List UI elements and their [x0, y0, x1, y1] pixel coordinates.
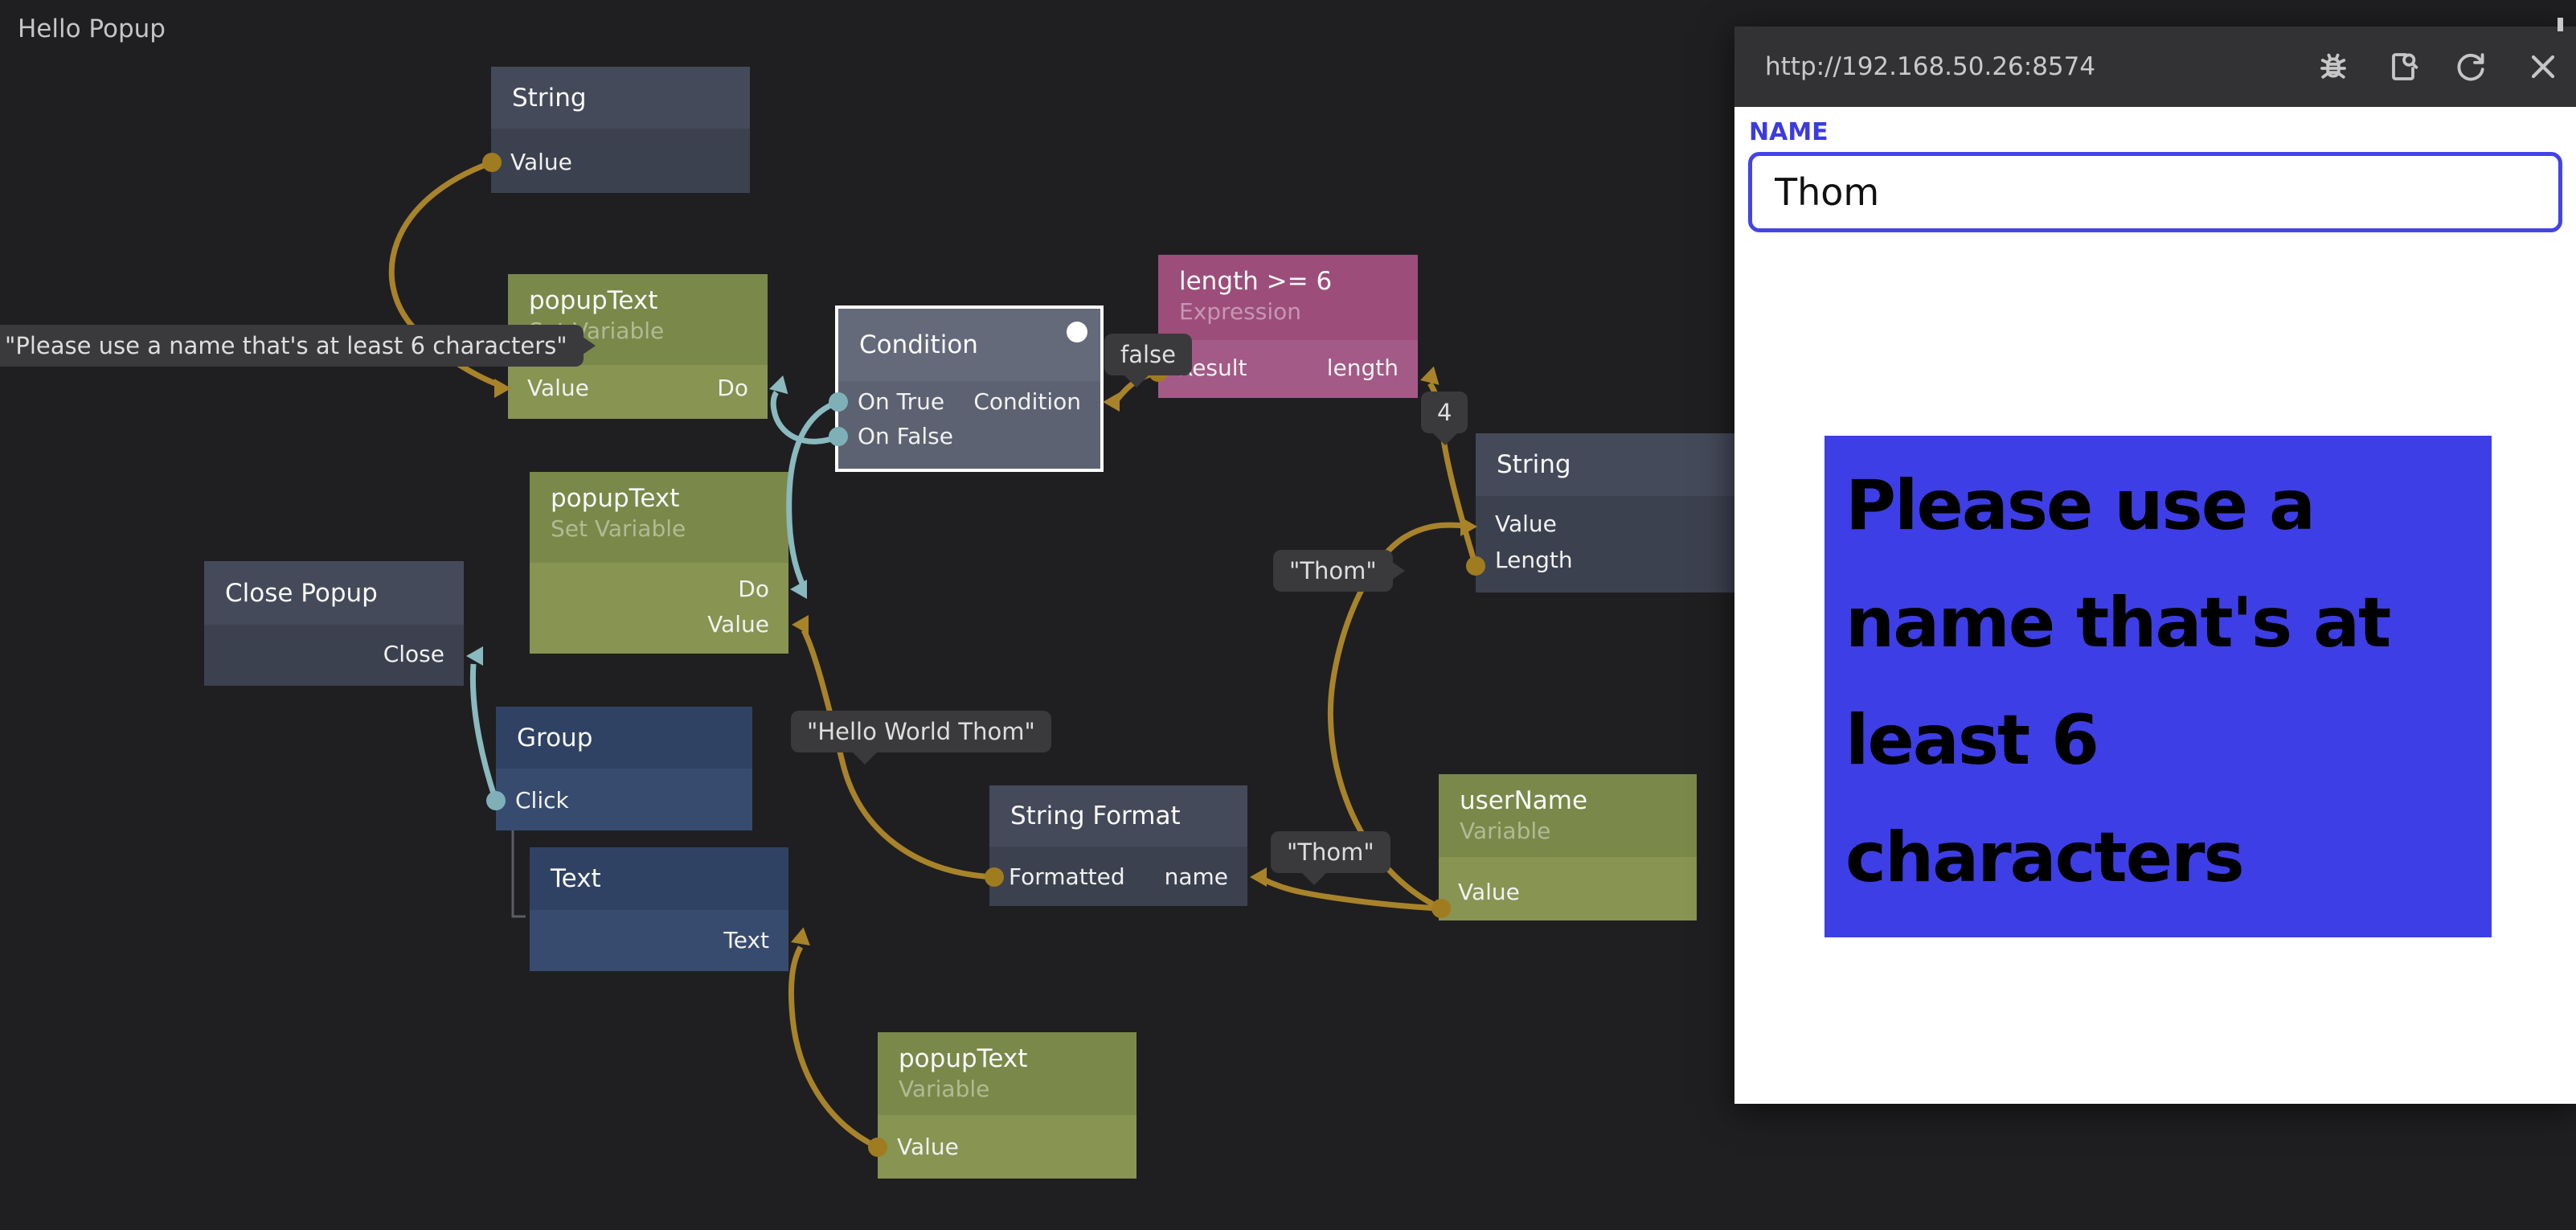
- group-child-connector: [511, 830, 526, 918]
- node-popuptext-variable[interactable]: popupText Variable Value: [878, 1032, 1136, 1179]
- arrow-string-value: [1460, 517, 1477, 536]
- browser-toolbar: http://192.168.50.26:8574: [1734, 27, 2576, 107]
- value-label-false: false: [1104, 334, 1192, 387]
- wire-username-to-format: [1260, 875, 1442, 912]
- address-bar[interactable]: http://192.168.50.26:8574: [1765, 52, 2096, 81]
- popup-message-box: Please use a name that's at least 6 char…: [1824, 436, 2492, 937]
- node-popuptext-setvariable-1[interactable]: popupText Set Variable Value Do: [508, 274, 768, 419]
- port-label: Condition: [973, 388, 1081, 415]
- node-close-popup[interactable]: Close Popup Close: [204, 561, 464, 686]
- port-label: Length: [1495, 547, 1573, 573]
- port-label: length: [1326, 355, 1399, 381]
- port-label: Do: [717, 375, 748, 401]
- node-text[interactable]: Text Text: [530, 847, 788, 971]
- node-username-variable[interactable]: userName Variable Value: [1439, 774, 1697, 920]
- port-label: Value: [1458, 879, 1520, 905]
- arrow-expression-length: [1420, 366, 1440, 385]
- node-popuptext-setvariable-2[interactable]: popupText Set Variable Do Value: [530, 472, 788, 654]
- port-label: Do: [738, 576, 769, 602]
- value-label-4: 4: [1421, 392, 1468, 445]
- scrollbar-tick: [2558, 18, 2563, 31]
- arrow-format-name: [1250, 867, 1267, 887]
- value-label-tooltip: "Please use a name that's at least 6 cha…: [0, 325, 596, 367]
- arrow-text-text: [791, 927, 810, 946]
- refresh-icon[interactable]: [2451, 47, 2490, 86]
- debug-bug-icon[interactable]: [2314, 47, 2353, 86]
- port-label: Value: [897, 1134, 959, 1160]
- node-condition[interactable]: Condition On True Condition On False: [835, 305, 1104, 472]
- arrow-popuptext2-do: [790, 580, 807, 599]
- node-group[interactable]: Group Click: [496, 707, 752, 830]
- name-input[interactable]: [1748, 152, 2562, 232]
- wire-click-to-close: [469, 663, 499, 802]
- port-label: Formatted: [1009, 863, 1125, 890]
- arrow-condition-input: [1103, 392, 1120, 412]
- port-label: On False: [858, 423, 953, 449]
- node-length-expression[interactable]: length >= 6 Expression Result length: [1158, 255, 1418, 398]
- close-icon[interactable]: [2524, 47, 2562, 86]
- value-label-hello-world: "Hello World Thom": [791, 711, 1051, 765]
- wire-variable-to-text: [788, 945, 879, 1150]
- node-string-right[interactable]: String Value Length: [1476, 433, 1741, 592]
- value-label-thom-lower: "Thom": [1271, 831, 1390, 885]
- port-label: Text: [723, 927, 769, 953]
- arrow-popuptext2-value: [792, 615, 809, 634]
- name-field-label: NAME: [1749, 118, 1829, 146]
- port-label: Value: [527, 375, 589, 401]
- port-label: Close: [383, 641, 444, 667]
- page-title: Hello Popup: [18, 14, 166, 43]
- port-label: Value: [1495, 510, 1557, 537]
- browser-content: NAME Please use a name that's at least 6…: [1734, 107, 2576, 1104]
- browser-preview-window: http://192.168.50.26:8574: [1734, 27, 2576, 1104]
- node-string-format[interactable]: String Format Formatted name: [989, 785, 1247, 906]
- port-label: On True: [858, 388, 945, 415]
- node-status-dot: [1067, 322, 1087, 342]
- port-label: Click: [515, 787, 569, 814]
- inspect-page-icon[interactable]: [2384, 47, 2422, 86]
- arrow-closepopup-close: [466, 646, 483, 666]
- wire-formatted-to-popuptext2: [801, 629, 995, 880]
- port-label: Value: [707, 611, 769, 638]
- port-label: name: [1164, 863, 1228, 890]
- wire-onfalse-to-do1: [770, 390, 840, 445]
- arrow-popuptext1-do: [769, 375, 788, 395]
- value-label-thom-upper: "Thom": [1273, 550, 1405, 592]
- node-string-top[interactable]: String Value: [491, 67, 750, 193]
- wire-ontrue-to-do2: [786, 399, 840, 588]
- popup-message-text: Please use a name that's at least 6 char…: [1845, 465, 2391, 898]
- port-label: Value: [510, 149, 572, 175]
